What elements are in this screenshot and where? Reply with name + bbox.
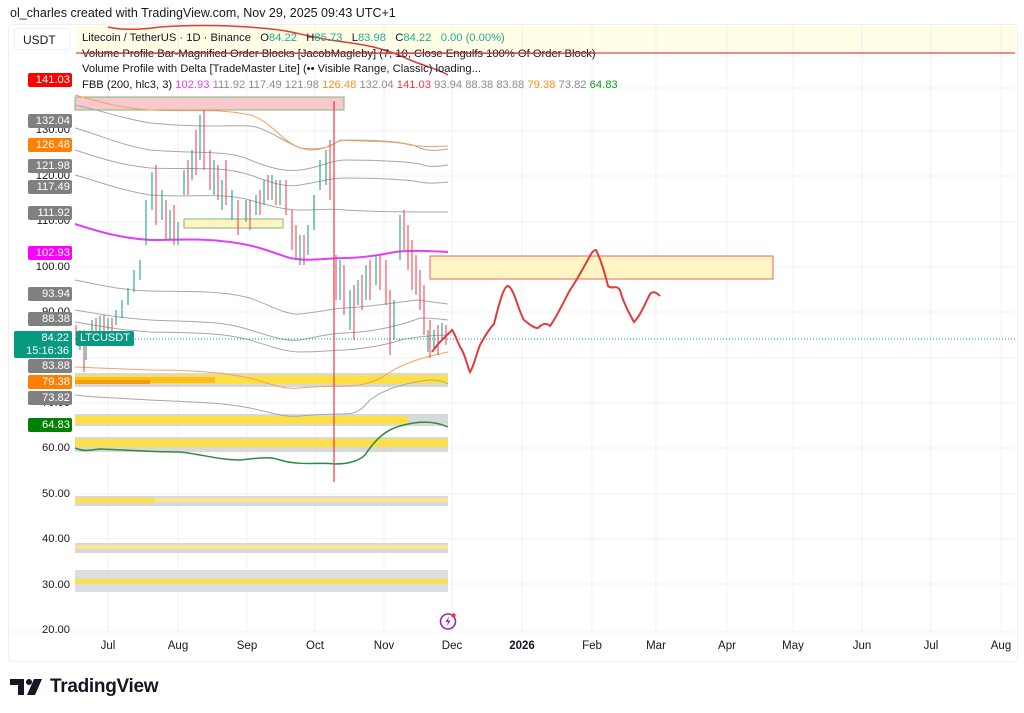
symbol-name: Litecoin / TetherUS · 1D · Binance bbox=[82, 32, 251, 44]
time-tick: Dec bbox=[441, 640, 463, 652]
time-tick: Jun bbox=[852, 640, 872, 652]
symbol-legend[interactable]: Litecoin / TetherUS · 1D · Binance O84.2… bbox=[82, 31, 618, 47]
time-tick: Sep bbox=[236, 640, 258, 652]
bar-countdown: 15:16:36 bbox=[26, 345, 69, 357]
low-label: L bbox=[351, 32, 358, 44]
price-tick: 100.00 bbox=[35, 261, 70, 273]
time-tick: Feb bbox=[582, 640, 602, 652]
fbb-value: 73.82 bbox=[558, 78, 587, 91]
fbb-value: 121.98 bbox=[284, 78, 319, 91]
high-label: H bbox=[306, 32, 315, 44]
supply-order-block[interactable] bbox=[74, 96, 345, 111]
candles[interactable] bbox=[75, 101, 447, 482]
price-label-111: 111.92 bbox=[28, 206, 72, 220]
price-tick: 30.00 bbox=[42, 579, 70, 591]
time-tick: May bbox=[782, 640, 804, 652]
price-tick: 40.00 bbox=[42, 533, 70, 545]
symbol-tag: LTCUSDT bbox=[76, 331, 134, 346]
time-tick: Jul bbox=[923, 640, 939, 652]
price-label-132: 132.04 bbox=[28, 114, 72, 128]
horizontal-gridlines bbox=[75, 87, 1015, 585]
fbb-value: 88.38 bbox=[465, 78, 494, 91]
projected-path[interactable] bbox=[431, 248, 661, 374]
chart-frame bbox=[8, 24, 1018, 662]
fbb-bands bbox=[74, 94, 449, 465]
price-label-73: 73.82 bbox=[28, 391, 72, 405]
price-tick: 50.00 bbox=[42, 488, 70, 500]
vertical-gridlines bbox=[107, 26, 1002, 632]
price-tick: 20.00 bbox=[42, 624, 70, 636]
close-value: 84.22 bbox=[403, 32, 432, 44]
fbb-name: FBB (200, hlc3, 3) bbox=[82, 78, 173, 91]
time-tick: Jul bbox=[100, 640, 116, 652]
legend-tint bbox=[76, 26, 1016, 54]
time-tick: Oct bbox=[306, 640, 324, 652]
open-value: 84.22 bbox=[268, 32, 297, 44]
drawn-annotation[interactable] bbox=[107, 24, 449, 76]
logo-text: TradingView bbox=[50, 676, 159, 697]
indicator-volume-profile[interactable]: Volume Profile with Delta [TradeMaster L… bbox=[82, 63, 481, 75]
indicator-fbb[interactable]: FBB (200, hlc3, 3) 102.93 111.92 117.49 … bbox=[82, 78, 618, 94]
tradingview-logo[interactable]: TradingView bbox=[10, 676, 159, 698]
fbb-value: 93.94 bbox=[434, 78, 463, 91]
price-label-83: 83.88 bbox=[28, 359, 72, 373]
last-price-value: 84.22 bbox=[41, 332, 69, 344]
price-label-141: 141.03 bbox=[28, 73, 72, 87]
price-label-117: 117.49 bbox=[28, 180, 72, 194]
price-label-93: 93.94 bbox=[28, 287, 72, 301]
price-label-64: 64.83 bbox=[28, 418, 72, 432]
price-label-88: 88.38 bbox=[28, 312, 72, 326]
fbb-value: 126.48 bbox=[322, 78, 357, 91]
demand-order-block[interactable] bbox=[183, 218, 284, 229]
price-label-126: 126.48 bbox=[28, 138, 72, 152]
time-tick: Mar bbox=[646, 640, 666, 652]
fbb-value: 141.03 bbox=[396, 78, 431, 91]
price-label-79: 79.38 bbox=[28, 375, 72, 389]
price-label-121: 121.98 bbox=[28, 159, 72, 173]
fbb-value: 79.38 bbox=[527, 78, 556, 91]
tradingview-logo-icon bbox=[10, 679, 42, 695]
fbb-value: 102.93 bbox=[175, 78, 210, 91]
open-label: O bbox=[260, 32, 269, 44]
currency-selector[interactable]: USDT bbox=[14, 28, 70, 50]
fbb-value: 117.49 bbox=[248, 78, 282, 91]
fbb-value: 132.04 bbox=[359, 78, 394, 91]
volume-profile bbox=[75, 373, 448, 592]
time-tick: Nov bbox=[373, 640, 395, 652]
fbb-value: 64.83 bbox=[589, 78, 618, 91]
price-tick: 120.00 bbox=[35, 170, 70, 182]
target-zone[interactable] bbox=[429, 255, 774, 280]
price-label-102: 102.93 bbox=[28, 246, 72, 260]
chart-legend: Litecoin / TetherUS · 1D · Binance O84.2… bbox=[82, 31, 618, 93]
time-tick: Aug bbox=[990, 640, 1012, 652]
time-tick-year: 2026 bbox=[509, 640, 535, 652]
time-tick: Apr bbox=[718, 640, 736, 652]
lightning-event-icon[interactable] bbox=[439, 612, 457, 630]
high-value: 85.73 bbox=[314, 32, 343, 44]
fbb-value: 83.88 bbox=[496, 78, 525, 91]
chart-credit: ol_charles created with TradingView.com,… bbox=[10, 6, 396, 20]
close-label: C bbox=[395, 32, 404, 44]
indicator-order-blocks[interactable]: Volume Profile Bar-Magnified Order Block… bbox=[82, 47, 596, 60]
price-tick: 60.00 bbox=[42, 442, 70, 454]
low-value: 83.98 bbox=[357, 32, 386, 44]
last-price-label: 84.22 15:16:36 bbox=[14, 331, 72, 358]
fbb-value: 111.92 bbox=[212, 78, 246, 91]
time-tick: Aug bbox=[167, 640, 189, 652]
change-value: 0.00 (0.00%) bbox=[440, 32, 505, 44]
